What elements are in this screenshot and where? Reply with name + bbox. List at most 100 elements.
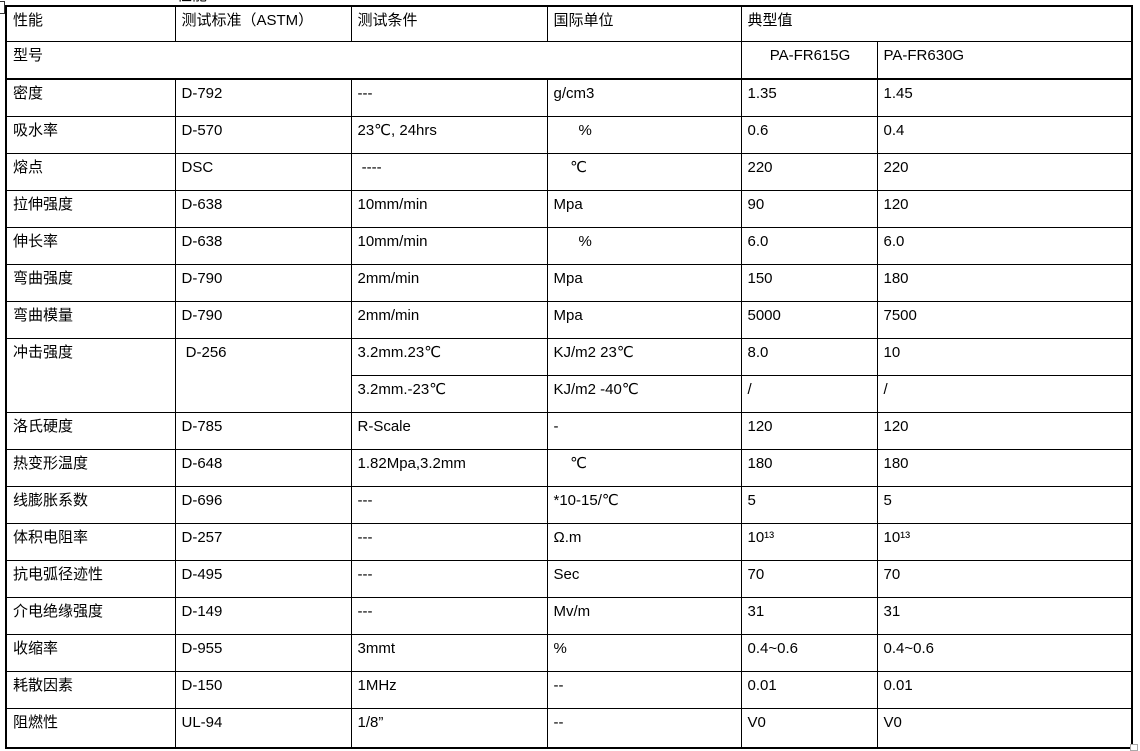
table-row-impact-1: 冲击强度 D-256 3.2mm.23℃ KJ/m2 23℃ 8.0 10 (5, 338, 1133, 413)
unit-cell: Mpa (546, 264, 742, 302)
header-property: 性能 (5, 5, 176, 42)
table-move-handle-icon[interactable] (0, 1, 5, 14)
value-615g-cell: / (740, 375, 878, 413)
value-615g-cell: 180 (740, 449, 878, 487)
condition-cell: 1MHz (350, 671, 548, 709)
value-615g-cell: 8.0 (740, 338, 878, 376)
condition-cell: 10mm/min (350, 190, 548, 228)
standard-cell: DSC (174, 153, 352, 191)
header-standard: 测试标准（ASTM） (174, 5, 352, 42)
value-615g-cell: 150 (740, 264, 878, 302)
standard-cell: D-150 (174, 671, 352, 709)
standard-cell: D-638 (174, 227, 352, 265)
value-630g-cell: 10¹³ (876, 523, 1133, 561)
standard-cell: D-955 (174, 634, 352, 672)
value-615g-cell: 0.01 (740, 671, 878, 709)
value-615g-cell: 0.4~0.6 (740, 634, 878, 672)
value-630g-cell: 180 (876, 449, 1133, 487)
value-615g-cell: 5 (740, 486, 878, 524)
value-615g-cell: 90 (740, 190, 878, 228)
header-condition: 测试条件 (350, 5, 548, 42)
condition-cell: R-Scale (350, 412, 548, 450)
value-615g-cell: 31 (740, 597, 878, 635)
material-properties-table: 性能 测试标准（ASTM） 测试条件 国际单位 典型值 型号 PA-FR615G… (5, 5, 1134, 749)
unit-cell: ℃ (546, 153, 742, 191)
model-pa-fr630g: PA-FR630G (876, 41, 1133, 80)
value-615g-cell: 6.0 (740, 227, 878, 265)
table-row: 热变形温度 D-648 1.82Mpa,3.2mm ℃ 180 180 (5, 449, 1133, 487)
value-630g-cell: 0.01 (876, 671, 1133, 709)
unit-cell: Sec (546, 560, 742, 598)
value-630g-cell: 180 (876, 264, 1133, 302)
standard-cell: D-495 (174, 560, 352, 598)
value-630g-cell: 6.0 (876, 227, 1133, 265)
header-row: 性能 测试标准（ASTM） 测试条件 国际单位 典型值 (5, 5, 1133, 42)
value-630g-cell: 7500 (876, 301, 1133, 339)
property-cell: 洛氏硬度 (5, 412, 176, 450)
property-cell: 伸长率 (5, 227, 176, 265)
model-label-cell: 型号 (5, 41, 742, 80)
table-row: 熔点 DSC ---- ℃ 220 220 (5, 153, 1133, 191)
standard-cell: D-570 (174, 116, 352, 154)
property-cell: 线膨胀系数 (5, 486, 176, 524)
value-630g-cell: 10 (876, 338, 1133, 376)
value-615g-cell: 220 (740, 153, 878, 191)
condition-cell: --- (350, 78, 548, 117)
value-615g-cell: 0.6 (740, 116, 878, 154)
condition-cell: --- (350, 597, 548, 635)
unit-cell: - (546, 412, 742, 450)
property-cell: 介电绝缘强度 (5, 597, 176, 635)
condition-cell: 2mm/min (350, 264, 548, 302)
value-630g-cell: 120 (876, 412, 1133, 450)
value-630g-cell: 0.4~0.6 (876, 634, 1133, 672)
unit-cell: % (546, 227, 742, 265)
property-cell: 吸水率 (5, 116, 176, 154)
value-630g-cell: 1.45 (876, 78, 1133, 117)
value-630g-cell: / (876, 375, 1133, 413)
property-cell: 阻燃性 (5, 708, 176, 749)
header-typical-value: 典型值 (740, 5, 1133, 42)
unit-cell: -- (546, 708, 742, 749)
condition-cell: 1.82Mpa,3.2mm (350, 449, 548, 487)
clipped-text-fragment: 性能 (177, 0, 221, 4)
standard-cell: D-257 (174, 523, 352, 561)
unit-cell: Mpa (546, 301, 742, 339)
standard-cell: D-790 (174, 264, 352, 302)
value-615g-cell: V0 (740, 708, 878, 749)
value-630g-cell: 70 (876, 560, 1133, 598)
value-630g-cell: 0.4 (876, 116, 1133, 154)
unit-cell: g/cm3 (546, 78, 742, 117)
table-row: 弯曲模量 D-790 2mm/min Mpa 5000 7500 (5, 301, 1133, 339)
value-630g-cell: V0 (876, 708, 1133, 749)
standard-cell: D-648 (174, 449, 352, 487)
standard-cell: D-256 (174, 338, 352, 413)
property-cell: 拉伸强度 (5, 190, 176, 228)
table-row: 阻燃性 UL-94 1/8” -- V0 V0 (5, 708, 1133, 749)
property-cell: 耗散因素 (5, 671, 176, 709)
unit-cell: Mv/m (546, 597, 742, 635)
standard-cell: D-149 (174, 597, 352, 635)
standard-cell: D-696 (174, 486, 352, 524)
table-row: 介电绝缘强度 D-149 --- Mv/m 31 31 (5, 597, 1133, 635)
table-row: 密度 D-792 --- g/cm3 1.35 1.45 (5, 78, 1133, 117)
unit-cell: % (546, 116, 742, 154)
property-cell: 抗电弧径迹性 (5, 560, 176, 598)
standard-cell: D-792 (174, 78, 352, 117)
table-row: 抗电弧径迹性 D-495 --- Sec 70 70 (5, 560, 1133, 598)
value-630g-cell: 220 (876, 153, 1133, 191)
property-cell: 熔点 (5, 153, 176, 191)
unit-cell: ℃ (546, 449, 742, 487)
condition-cell: --- (350, 523, 548, 561)
unit-cell: KJ/m2 23℃ (546, 338, 742, 376)
value-630g-cell: 5 (876, 486, 1133, 524)
value-615g-cell: 10¹³ (740, 523, 878, 561)
standard-cell: D-638 (174, 190, 352, 228)
table-row: 线膨胀系数 D-696 --- *10-15/℃ 5 5 (5, 486, 1133, 524)
property-cell: 热变形温度 (5, 449, 176, 487)
value-615g-cell: 70 (740, 560, 878, 598)
property-cell: 冲击强度 (5, 338, 176, 413)
property-cell: 收缩率 (5, 634, 176, 672)
table-resize-handle-icon[interactable] (1130, 744, 1138, 751)
condition-cell: 2mm/min (350, 301, 548, 339)
